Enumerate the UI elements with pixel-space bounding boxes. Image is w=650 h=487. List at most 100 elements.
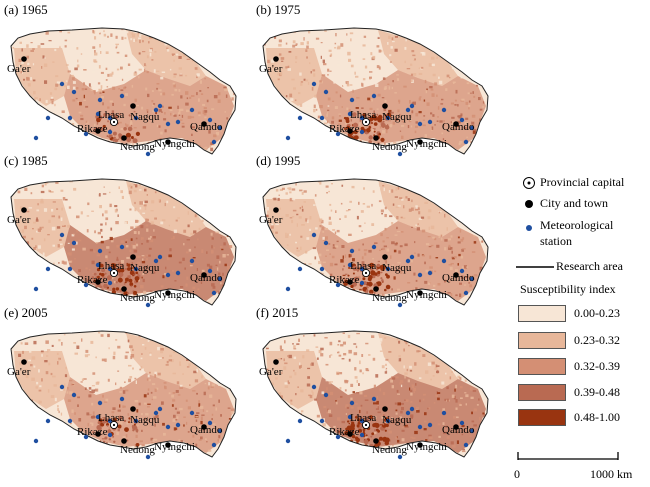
speckle	[354, 71, 356, 75]
speckle	[401, 120, 405, 123]
speckle	[116, 68, 120, 71]
speckle	[140, 225, 144, 229]
speckle	[298, 40, 301, 44]
hotspot	[125, 277, 129, 282]
speckle	[364, 252, 367, 256]
speckle	[159, 455, 162, 457]
speckle	[45, 139, 48, 143]
speckle	[77, 440, 80, 443]
speckle	[205, 334, 209, 338]
speckle	[305, 250, 308, 254]
speckle	[486, 76, 488, 78]
speckle	[194, 59, 197, 61]
city-label-qamdo: Qamdo	[442, 121, 475, 133]
speckle	[49, 287, 52, 290]
speckle	[146, 55, 149, 59]
hotspot	[344, 441, 350, 447]
speckle	[308, 30, 311, 34]
speckle	[469, 435, 472, 437]
speckle	[283, 420, 285, 424]
speckle	[189, 264, 193, 267]
speckle	[230, 382, 233, 386]
speckle	[285, 192, 288, 195]
speckle	[373, 402, 377, 405]
speckle	[149, 49, 153, 52]
speckle	[460, 100, 464, 102]
speckle	[196, 92, 198, 96]
hotspot	[344, 279, 348, 283]
speckle	[306, 106, 310, 110]
hotspot	[359, 416, 363, 420]
speckle	[133, 127, 137, 129]
hotspot	[356, 424, 360, 428]
speckle	[100, 334, 104, 337]
speckle	[446, 186, 449, 190]
speckle	[27, 96, 31, 100]
speckle	[487, 295, 488, 298]
speckle	[65, 366, 67, 370]
speckle	[118, 262, 122, 266]
speckle	[184, 339, 188, 341]
speckle	[196, 73, 200, 77]
speckle	[473, 274, 478, 277]
speckle	[467, 346, 471, 349]
speckle	[83, 378, 87, 380]
speckle	[112, 297, 114, 300]
speckle	[163, 180, 166, 184]
speckle	[210, 238, 213, 240]
research-area-line-icon	[516, 266, 554, 268]
speckle	[127, 342, 130, 346]
speckle	[169, 184, 172, 186]
speckle	[232, 357, 236, 361]
speckle	[36, 146, 38, 149]
speckle	[188, 363, 191, 367]
speckle	[188, 344, 192, 347]
speckle	[366, 369, 370, 372]
speckle	[102, 417, 106, 419]
speckle	[70, 296, 74, 298]
hotspot	[100, 273, 105, 277]
speckle	[50, 96, 54, 99]
speckle	[40, 400, 42, 404]
hotspot	[124, 281, 127, 284]
speckle	[327, 97, 331, 101]
meteorological-station	[67, 418, 73, 424]
speckle	[391, 86, 393, 90]
speckle	[463, 347, 466, 350]
speckle	[87, 354, 90, 356]
speckle	[413, 272, 416, 276]
speckle	[377, 93, 381, 97]
hotspot	[384, 429, 387, 432]
speckle	[109, 73, 113, 77]
speckle	[342, 83, 347, 86]
speckle	[219, 213, 222, 215]
city-marker	[453, 121, 459, 127]
hotspot	[369, 415, 373, 420]
speckle	[461, 450, 466, 453]
speckle	[450, 293, 453, 297]
speckle	[133, 72, 138, 76]
speckle	[160, 348, 164, 351]
hotspot	[104, 272, 107, 275]
speckle	[467, 92, 471, 95]
speckle	[355, 301, 359, 303]
speckle	[423, 99, 426, 102]
speckle	[333, 425, 336, 429]
speckle	[196, 368, 198, 373]
city-marker	[417, 139, 423, 145]
speckle	[332, 229, 336, 231]
speckle	[454, 388, 456, 392]
speckle	[393, 141, 397, 144]
speckle	[150, 221, 154, 225]
speckle	[388, 109, 392, 114]
speckle	[356, 379, 358, 383]
speckle	[222, 333, 224, 336]
speckle	[100, 96, 104, 99]
speckle	[86, 215, 90, 217]
speckle	[201, 414, 205, 416]
speckle	[331, 116, 335, 120]
speckle	[18, 254, 21, 257]
speckle	[70, 423, 72, 425]
meteorological-station	[217, 428, 223, 434]
speckle	[57, 361, 59, 365]
